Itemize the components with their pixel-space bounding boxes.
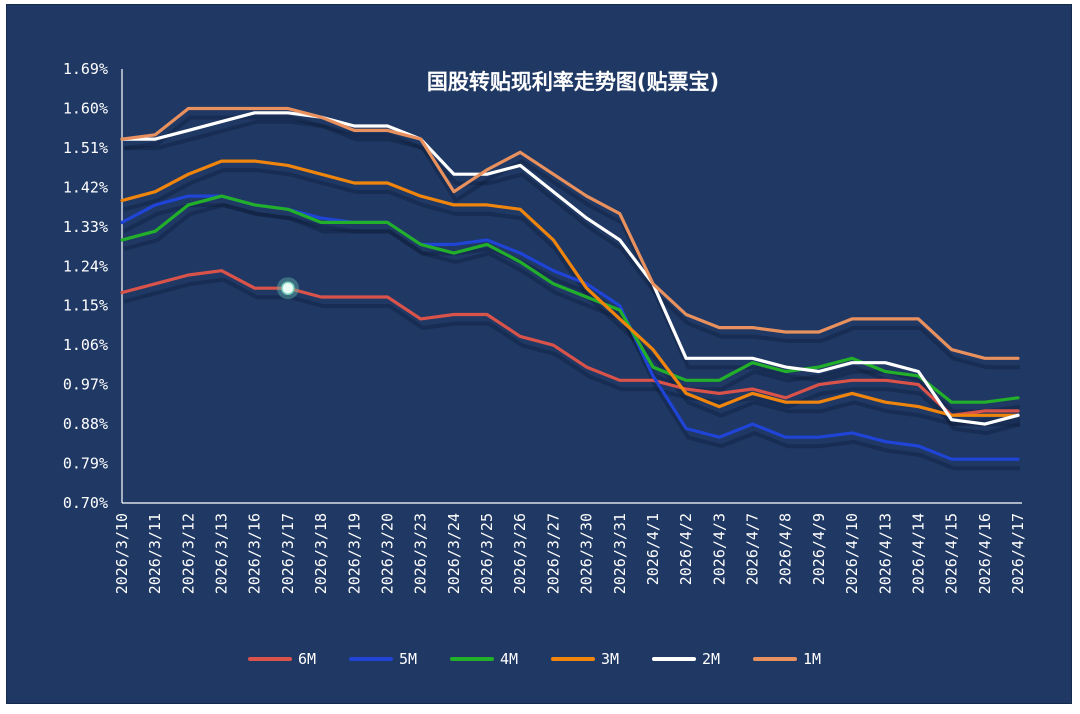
y-tick-label: 1.69% [63, 60, 108, 78]
x-tick-label: 2026/3/20 [378, 513, 396, 594]
x-tick-label: 2026/3/26 [511, 513, 529, 594]
series-shadow-5M [123, 203, 1020, 471]
x-tick-label: 2026/3/11 [146, 513, 164, 594]
x-tick-label: 2026/4/7 [744, 513, 762, 585]
x-tick-label: 2026/3/19 [345, 513, 363, 594]
x-tick-label: 2026/3/13 [213, 513, 231, 594]
legend-item-2M[interactable]: 2M [652, 650, 720, 668]
x-tick-label: 2026/4/15 [943, 513, 961, 594]
legend-item-1M[interactable]: 1M [753, 650, 821, 668]
y-tick-label: 1.60% [63, 99, 108, 117]
y-tick-label: 1.24% [63, 257, 108, 275]
series-shadow-1M [123, 115, 1020, 370]
legend-label: 3M [601, 650, 619, 668]
x-tick-label: 2026/3/23 [412, 513, 430, 594]
y-tick-label: 1.33% [63, 218, 108, 236]
legend-label: 4M [500, 650, 518, 668]
legend-label: 2M [702, 650, 720, 668]
x-tick-label: 2026/4/3 [710, 513, 728, 585]
x-tick-label: 2026/4/1 [644, 513, 662, 585]
x-tick-label: 2026/3/31 [611, 513, 629, 594]
x-tick-label: 2026/4/16 [976, 513, 994, 594]
x-tick-label: 2026/4/17 [1009, 513, 1027, 594]
y-tick-label: 0.70% [63, 494, 108, 512]
legend-label: 6M [298, 650, 316, 668]
y-tick-label: 1.06% [63, 336, 108, 354]
y-tick-label: 0.97% [63, 376, 108, 394]
series-line-4M [120, 194, 1020, 404]
legend-label: 1M [803, 650, 821, 668]
x-tick-label: 2026/3/24 [445, 513, 463, 594]
x-tick-label: 2026/3/12 [179, 513, 197, 594]
y-tick-label: 1.15% [63, 297, 108, 315]
y-axis-ticks: 0.70% 0.79% 0.88% 0.97% 1.06% 1.15% 1.24% 1.33%… [63, 60, 108, 512]
series-line-2M [120, 111, 1020, 426]
x-tick-label: 2026/3/17 [279, 513, 297, 594]
series-shadow-4M [123, 203, 1021, 414]
legend-item-3M[interactable]: 3M [551, 650, 619, 668]
series-shadow-6M [123, 277, 1020, 427]
x-tick-label: 2026/4/2 [677, 513, 695, 585]
x-tick-label: 2026/4/13 [876, 513, 894, 594]
highlight-point [281, 281, 295, 295]
series-lines [120, 106, 1020, 461]
x-tick-label: 2026/3/27 [544, 513, 562, 594]
series-shadows [123, 115, 1021, 471]
x-tick-label: 2026/3/30 [578, 513, 596, 594]
chart: 国股转贴现利率走势图(贴票宝) 0.70% 0.79% 0.88% 0.97% 1.06… [63, 60, 1027, 668]
y-tick-label: 0.88% [63, 415, 108, 433]
x-tick-label: 2026/3/16 [246, 513, 264, 594]
x-tick-label: 2026/4/10 [843, 513, 861, 594]
series-line-1M [120, 106, 1020, 360]
series-shadow-2M [124, 119, 1021, 436]
y-tick-label: 1.42% [63, 178, 108, 196]
x-tick-label: 2026/4/8 [777, 513, 795, 585]
series-line-3M [120, 159, 1020, 417]
x-tick-label: 2026/4/14 [909, 513, 927, 594]
legend-label: 5M [399, 650, 417, 668]
legend: 6M 5M 4M 3M 2M 1M [248, 650, 821, 668]
series-line-6M [120, 269, 1020, 417]
x-axis-ticks: 2026/3/10 2026/3/11 2026/3/12 2026/3/13 2026… [113, 513, 1027, 594]
legend-item-6M[interactable]: 6M [248, 650, 316, 668]
legend-item-4M[interactable]: 4M [450, 650, 518, 668]
x-tick-label: 2026/3/18 [312, 513, 330, 594]
highlight-marker [276, 277, 299, 300]
x-tick-label: 2026/3/25 [478, 513, 496, 594]
x-tick-label: 2026/3/10 [113, 513, 131, 594]
x-tick-label: 2026/4/9 [810, 513, 828, 585]
chart-frame: 国股转贴现利率走势图(贴票宝) 0.70% 0.79% 0.88% 0.97% 1.06… [6, 4, 1072, 704]
series-shadow-3M [123, 168, 1020, 427]
legend-item-5M[interactable]: 5M [349, 650, 417, 668]
chart-title: 国股转贴现利率走势图(贴票宝) [427, 70, 719, 94]
y-tick-label: 0.79% [63, 455, 108, 473]
y-tick-label: 1.51% [63, 139, 108, 157]
